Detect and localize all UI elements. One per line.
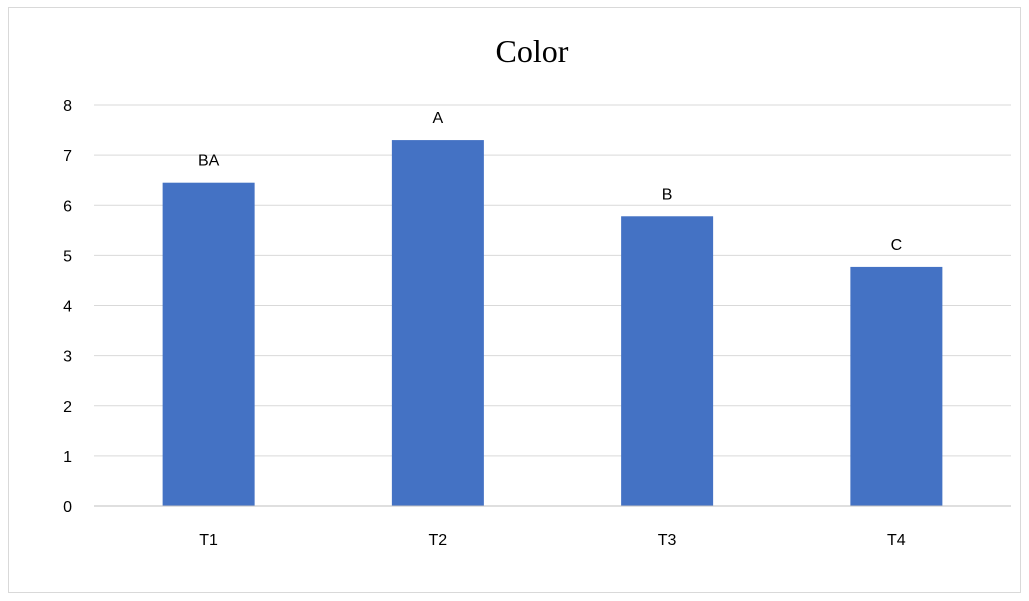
y-tick-label: 8 bbox=[63, 98, 72, 115]
bar bbox=[850, 266, 943, 506]
chart-title: Color bbox=[496, 33, 569, 69]
y-tick-label: 2 bbox=[63, 399, 72, 416]
bar-data-label: A bbox=[433, 110, 444, 127]
y-axis-ticks: 0 1 2 3 4 5 6 7 8 bbox=[63, 98, 72, 516]
bar-data-label: BA bbox=[198, 153, 220, 170]
y-tick-label: 1 bbox=[63, 449, 72, 466]
x-tick-label: T2 bbox=[429, 532, 448, 549]
data-labels: BA A B C bbox=[198, 110, 902, 254]
y-tick-label: 7 bbox=[63, 148, 72, 165]
bar-data-label: B bbox=[662, 186, 673, 203]
y-tick-label: 0 bbox=[63, 499, 72, 516]
bar-data-label: C bbox=[891, 237, 903, 254]
y-tick-label: 3 bbox=[63, 349, 72, 366]
y-tick-label: 6 bbox=[63, 198, 72, 215]
y-tick-label: 4 bbox=[63, 299, 72, 316]
bar bbox=[162, 182, 255, 506]
x-tick-label: T1 bbox=[199, 532, 218, 549]
x-tick-label: T3 bbox=[658, 532, 677, 549]
bar bbox=[621, 216, 714, 506]
bars bbox=[162, 140, 943, 506]
x-tick-label: T4 bbox=[887, 532, 906, 549]
x-axis-ticks: T1 T2 T3 T4 bbox=[199, 532, 906, 549]
y-tick-label: 5 bbox=[63, 248, 72, 265]
bar bbox=[391, 140, 484, 506]
